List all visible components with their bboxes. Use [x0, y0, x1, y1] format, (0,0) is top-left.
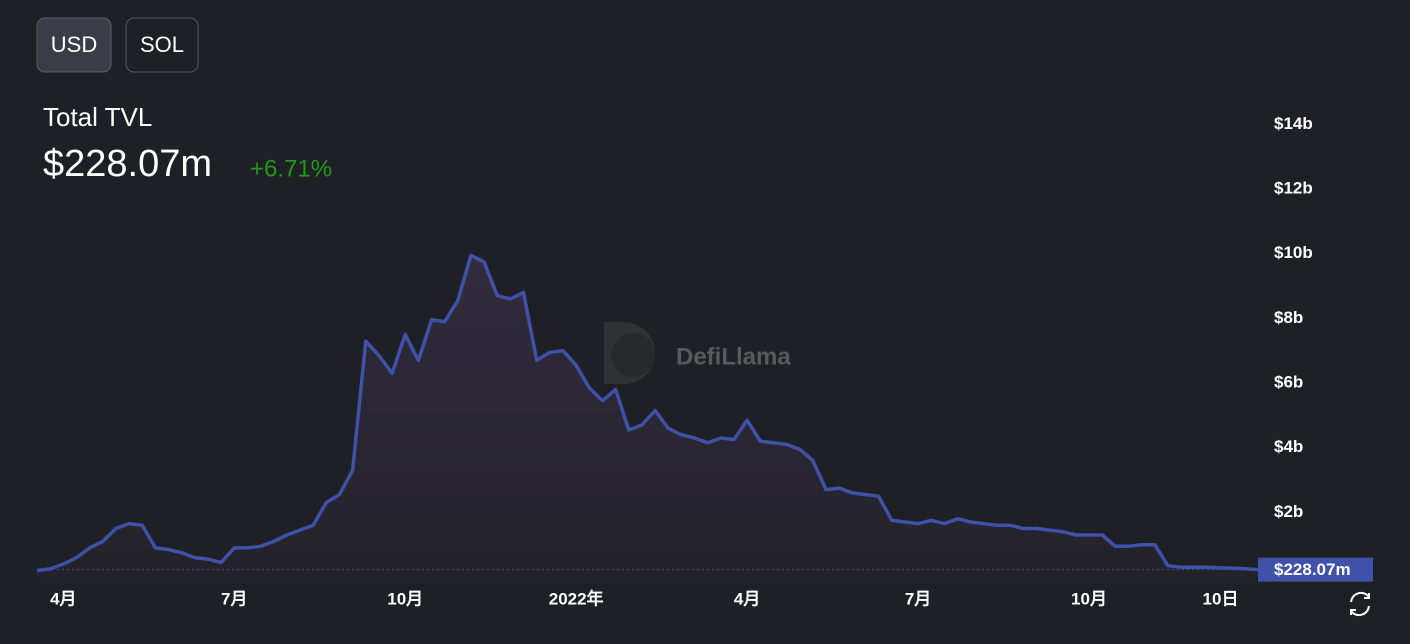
y-tick-label: $6b [1274, 372, 1303, 391]
last-value-label: $228.07m [1274, 560, 1351, 579]
x-tick-label: 4月 [50, 589, 76, 608]
x-tick-label: 10月 [387, 589, 423, 608]
sol-button-label[interactable]: SOL [140, 32, 184, 57]
tvl-title: Total TVL [43, 102, 152, 132]
sol-button[interactable] [125, 17, 199, 73]
y-tick-label: $14b [1274, 114, 1313, 133]
refresh-icon[interactable] [1350, 591, 1370, 617]
watermark-logo [604, 322, 655, 384]
x-tick-label: 10日 [1203, 589, 1239, 608]
y-tick-label: $4b [1274, 437, 1303, 456]
watermark-text: DefiLlama [676, 343, 791, 370]
x-tick-label: 2022年 [549, 588, 604, 608]
y-tick-label: $12b [1274, 178, 1313, 197]
watermark-logo-circle [611, 333, 655, 377]
x-tick-label: 7月 [221, 589, 247, 608]
x-tick-label: 10月 [1071, 589, 1107, 608]
x-tick-label: 7月 [905, 589, 931, 608]
area-fill [37, 255, 1260, 578]
tvl-change: +6.71% [250, 155, 332, 182]
x-tick-label: 4月 [734, 589, 760, 608]
y-tick-label: $2b [1274, 502, 1303, 521]
y-tick-label: $10b [1274, 243, 1313, 262]
tvl-total: $228.07m [43, 143, 212, 185]
area-line [36, 253, 1261, 573]
usd-button[interactable] [36, 17, 112, 73]
last-value-box [1258, 557, 1373, 582]
watermark [604, 322, 655, 384]
y-tick-label: $8b [1274, 308, 1303, 327]
usd-button-label[interactable]: USD [51, 32, 97, 57]
